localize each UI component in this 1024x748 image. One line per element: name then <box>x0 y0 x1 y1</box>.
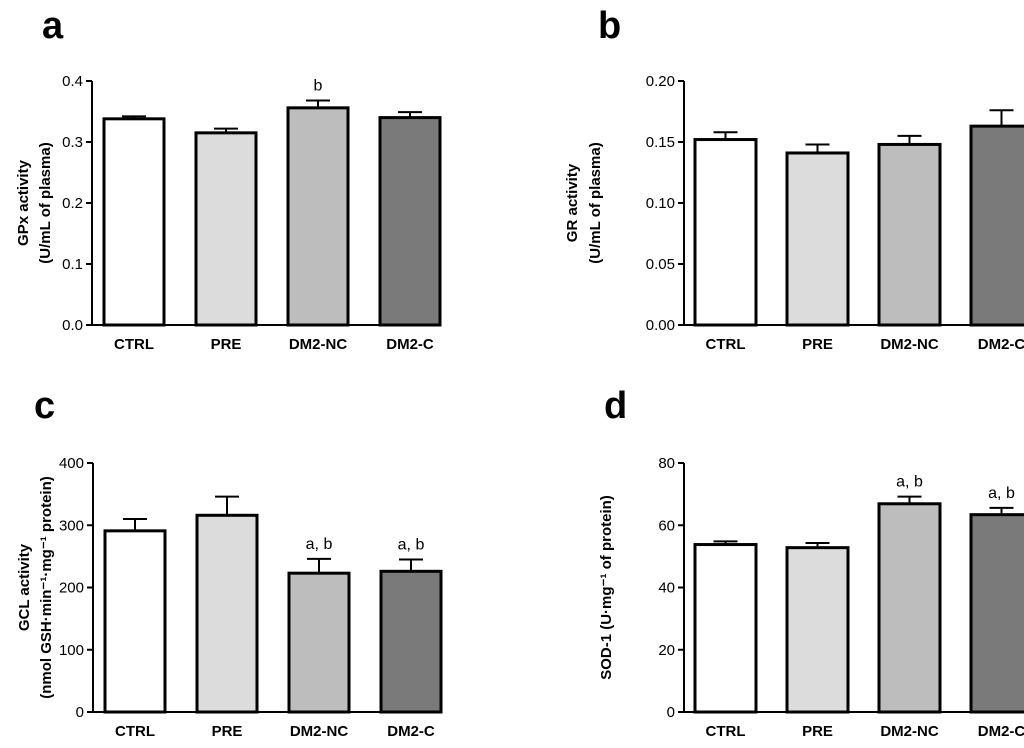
y-tick-label-b: 0.15 <box>646 134 675 151</box>
significance-label-d: a, b <box>988 485 1015 502</box>
x-tick-label-d: DM2-NC <box>880 723 938 740</box>
bar-c-pre <box>195 513 259 714</box>
y-tick-label-a: 0.4 <box>62 73 83 90</box>
bar-d-ctrl <box>693 543 758 714</box>
y-tick-label-b: 0.20 <box>646 73 675 90</box>
bar-b-dm2-nc <box>877 142 942 327</box>
y-axis-label-c: (nmol GSH·min⁻¹·mg⁻¹ protein) <box>38 476 55 698</box>
x-tick-label-a: PRE <box>211 336 242 353</box>
y-tick-label-d: 0 <box>667 704 675 721</box>
bar-b-ctrl <box>693 138 758 327</box>
y-tick-label-a: 0.2 <box>62 195 83 212</box>
significance-label-c: a, b <box>398 536 425 553</box>
y-tick-label-c: 400 <box>59 455 84 472</box>
x-tick-label-a: DM2-C <box>386 336 434 353</box>
bar-a-dm2-nc <box>286 106 350 327</box>
bar-c-dm2-c <box>379 569 443 714</box>
y-tick-label-c: 0 <box>76 704 84 721</box>
x-tick-label-b: DM2-C <box>978 336 1024 353</box>
y-tick-label-a: 0.3 <box>62 134 83 151</box>
y-axis-label-d: SOD-1 (U·mg⁻¹ of protein) <box>598 495 615 680</box>
panel-letter-b: b <box>598 5 621 47</box>
bar-d-pre <box>785 546 850 714</box>
significance-label-c: a, b <box>306 536 333 553</box>
bar-d-dm2-nc <box>877 502 942 714</box>
x-tick-label-b: CTRL <box>706 336 746 353</box>
y-axis-label-a: GPx activity <box>15 159 32 246</box>
x-tick-label-b: PRE <box>802 336 833 353</box>
y-tick-label-d: 40 <box>658 580 675 597</box>
bar-d-dm2-c <box>969 513 1024 714</box>
chart-panel-b: 0.00 0.05 0.10 0.15 0.20 GR activity (U/mL of … <box>564 73 1024 353</box>
y-tick-label-a: 0.1 <box>62 256 83 273</box>
bar-c-ctrl <box>103 529 167 714</box>
panel-letter-d: d <box>604 385 627 427</box>
y-tick-label-c: 100 <box>59 642 84 659</box>
x-tick-label-c: CTRL <box>115 723 155 740</box>
bar-a-pre <box>194 131 258 327</box>
y-tick-label-c: 200 <box>59 580 84 597</box>
bar-a-ctrl <box>102 117 166 327</box>
y-tick-label-d: 80 <box>658 455 675 472</box>
chart-panel-c: 0 100 200 300 400 GCL activity (nmol GSH·min⁻¹… <box>16 455 443 740</box>
bar-b-dm2-c <box>969 124 1024 327</box>
x-tick-label-a: CTRL <box>114 336 154 353</box>
y-tick-label-d: 60 <box>658 517 675 534</box>
x-tick-label-c: DM2-C <box>387 723 435 740</box>
y-tick-label-b: 0.05 <box>646 256 675 273</box>
x-tick-label-b: DM2-NC <box>880 336 938 353</box>
y-tick-label-a: 0.0 <box>62 317 83 334</box>
y-axis-label-b: GR activity <box>564 163 581 242</box>
x-tick-label-d: PRE <box>802 723 833 740</box>
x-tick-label-c: PRE <box>212 723 243 740</box>
y-tick-label-c: 300 <box>59 517 84 534</box>
panel-letter-a: a <box>42 5 64 47</box>
bar-c-dm2-nc <box>287 571 351 714</box>
y-tick-label-b: 0.00 <box>646 317 675 334</box>
y-axis-label-c: GCL activity <box>16 543 33 631</box>
y-tick-label-d: 20 <box>658 642 675 659</box>
significance-label-d: a, b <box>896 474 923 491</box>
x-tick-label-d: CTRL <box>706 723 746 740</box>
bar-b-pre <box>785 151 850 327</box>
x-tick-label-c: DM2-NC <box>290 723 348 740</box>
y-tick-label-b: 0.10 <box>646 195 675 212</box>
y-axis-label-b: (U/mL of plasma) <box>587 142 604 263</box>
chart-panel-d: 0 20 40 60 80 SOD-1 (U·mg⁻¹ of protein) CTRL PR… <box>598 455 1024 740</box>
y-axis-label-a: (U/mL of plasma) <box>37 142 54 263</box>
x-tick-label-d: DM2-C <box>978 723 1024 740</box>
panel-letter-c: c <box>34 385 55 427</box>
chart-panel-a: 0.0 0.1 0.2 0.3 0.4 GPx activity (U/mL of plas… <box>15 73 442 353</box>
significance-label-a: b <box>314 78 323 95</box>
bar-a-dm2-c <box>378 116 442 327</box>
x-tick-label-a: DM2-NC <box>289 336 347 353</box>
